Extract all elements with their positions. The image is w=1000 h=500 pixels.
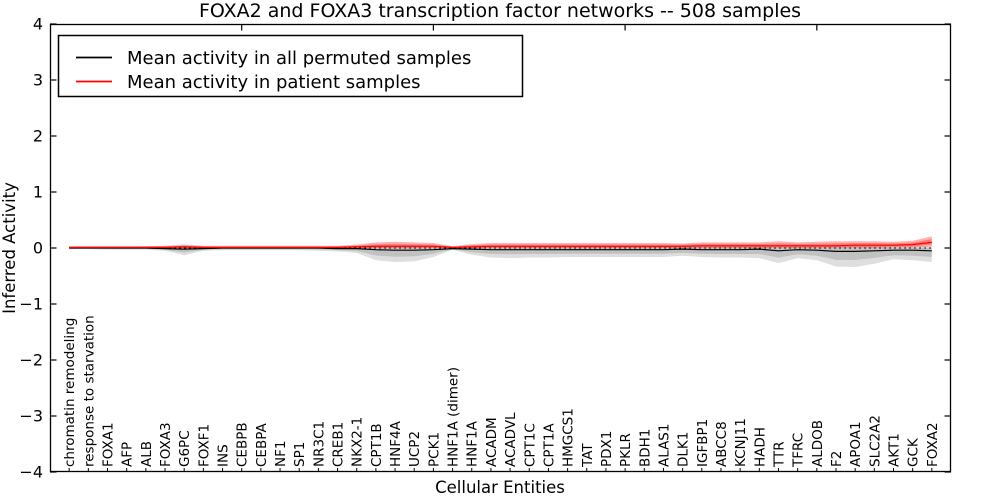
x-category-label: HADH — [752, 427, 768, 467]
y-tick-label: 1 — [33, 183, 43, 202]
x-category-label: PDX1 — [599, 431, 615, 467]
x-category-label: F2 — [829, 451, 845, 467]
x-category-label: chromatin remodeling — [62, 318, 78, 467]
x-category-label: ACADM — [484, 417, 500, 467]
x-axis-label: Cellular Entities — [435, 478, 565, 497]
x-category-label: NF1 — [273, 441, 289, 467]
y-tick-label: 4 — [33, 15, 43, 34]
legend-label-patient: Mean activity in patient samples — [127, 72, 421, 93]
legend: Mean activity in all permuted samples Me… — [57, 34, 524, 98]
legend-box — [57, 34, 524, 98]
x-category-label: ALB — [139, 441, 155, 467]
x-category-label: ABCC8 — [714, 421, 730, 467]
chart-title: FOXA2 and FOXA3 transcription factor net… — [199, 0, 801, 22]
x-category-label: SLC2A2 — [867, 415, 883, 467]
y-tick-label: −2 — [19, 351, 43, 370]
axes-frame: 4 3 2 1 0 −1 −2 −3 −4 — [19, 15, 952, 482]
confidence-bands — [69, 236, 932, 267]
x-category-label: AKT1 — [886, 433, 902, 467]
x-category-label: FOXF1 — [196, 424, 212, 467]
x-category-label: CEBPB — [235, 422, 251, 467]
x-category-label: PKLR — [618, 433, 634, 467]
x-category-label: TTR — [771, 441, 787, 468]
x-category-label: HNF1A (dimer) — [446, 367, 462, 467]
x-category-label: GCK — [906, 437, 922, 467]
x-category-label: CREB1 — [331, 422, 347, 467]
x-category-label: IGFBP1 — [695, 419, 711, 467]
y-tick-label: 3 — [33, 71, 43, 90]
x-category-label: SP1 — [292, 442, 308, 467]
x-category-label: ACADVL — [503, 412, 519, 467]
x-category-label: INS — [216, 444, 232, 467]
band-patient-outer — [69, 236, 932, 248]
y-tick-label: 0 — [33, 239, 43, 258]
x-category-label: ALDOB — [810, 420, 826, 467]
y-tick-label: −3 — [19, 407, 43, 426]
x-category-label: KCNJ11 — [733, 418, 749, 467]
x-category-label: FOXA1 — [101, 422, 117, 467]
x-category-label: UCP2 — [407, 431, 423, 467]
x-category-label: ALAS1 — [656, 424, 672, 467]
x-category-label: response to starvation — [81, 315, 97, 467]
y-axis-label: Inferred Activity — [0, 182, 19, 314]
x-category-label: FOXA2 — [925, 422, 941, 467]
x-category-label: DLK1 — [676, 432, 692, 467]
y-tick-label: −1 — [19, 295, 43, 314]
x-category-label: BDH1 — [637, 429, 653, 467]
x-tick-labels: chromatin remodeling response to starvati… — [62, 315, 941, 468]
x-category-label: HMGCS1 — [561, 408, 577, 467]
x-category-label: NR3C1 — [311, 421, 327, 467]
series-line-permuted — [69, 247, 932, 252]
x-category-label: TAT — [580, 443, 596, 468]
y-tick-label: 2 — [33, 127, 43, 146]
x-category-label: HNF1A — [465, 420, 481, 467]
legend-label-permuted: Mean activity in all permuted samples — [127, 48, 471, 69]
series-line-patient — [69, 241, 932, 249]
y-tick-label: −4 — [19, 463, 43, 482]
x-category-label: NKX2-1 — [350, 417, 366, 467]
x-category-label: AFP — [120, 442, 136, 467]
x-category-label: TFRC — [791, 433, 807, 468]
series-lines — [69, 241, 932, 252]
x-category-label: APOA1 — [848, 421, 864, 467]
x-category-label: HNF4A — [388, 420, 404, 467]
x-category-label: CPT1C — [522, 423, 538, 467]
x-category-label: FOXA3 — [158, 422, 174, 467]
x-category-label: G6PC — [177, 430, 193, 467]
x-category-label: PCK1 — [426, 432, 442, 467]
x-category-label: CPT1B — [369, 423, 385, 467]
x-category-label: CPT1A — [541, 423, 557, 467]
x-category-label: CEBPA — [254, 423, 270, 467]
